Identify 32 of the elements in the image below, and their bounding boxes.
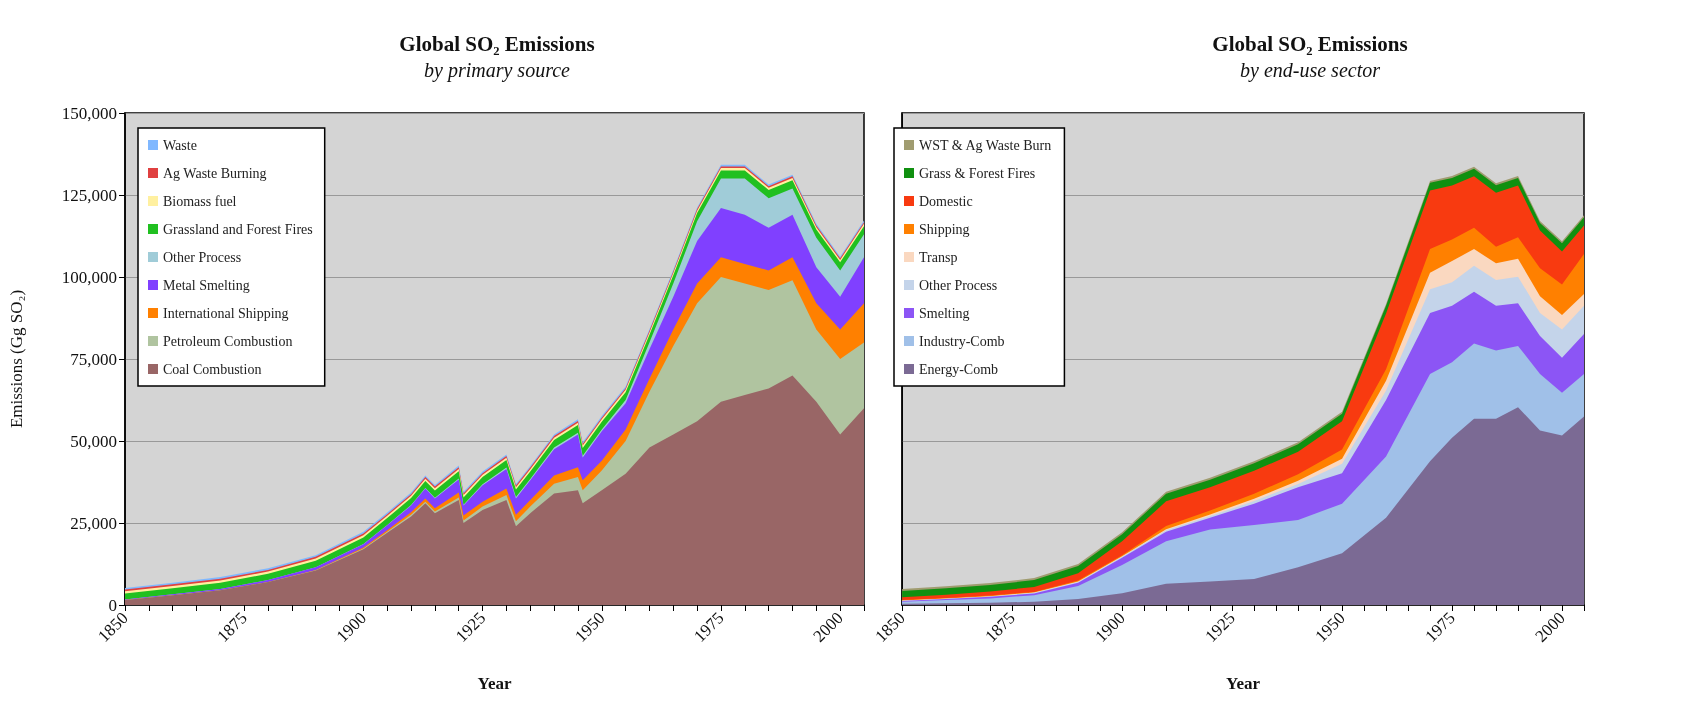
y-tick-label: 75,000	[70, 349, 117, 369]
y-tick-label: 100,000	[61, 267, 117, 287]
x-axis-title: Year	[1226, 674, 1261, 693]
legend-label: Transp	[919, 249, 958, 265]
chart-title: Global SO₂ Emissions	[399, 31, 595, 56]
y-tick-label: 50,000	[70, 431, 117, 451]
chart-subtitle: by end-use sector	[1240, 59, 1381, 82]
legend-label: Grassland and Forest Fires	[163, 221, 313, 237]
legend-label: WST & Ag Waste Burn	[919, 137, 1052, 153]
chart-subtitle: by primary source	[424, 59, 571, 82]
chart-title: Global SO₂ Emissions	[1212, 31, 1408, 56]
y-tick-label: 125,000	[61, 185, 117, 205]
y-tick-label: 0	[108, 595, 117, 615]
legend-label: Ag Waste Burning	[163, 165, 267, 181]
legend-label: Energy-Comb	[919, 361, 999, 377]
legend-label: Metal Smelting	[163, 277, 250, 293]
y-axis-title: Emissions (Gg SO₂)	[7, 289, 26, 429]
legend-label: Industry-Comb	[919, 333, 1005, 349]
legend-label: Waste	[163, 137, 197, 153]
legend-label: Biomass fuel	[163, 193, 237, 209]
legend-label: Smelting	[919, 305, 970, 321]
legend-label: Grass & Forest Fires	[919, 165, 1036, 181]
legend-label: Coal Combustion	[163, 361, 262, 377]
legend-label: International Shipping	[163, 305, 289, 321]
legend-label: Other Process	[163, 249, 242, 265]
legend-label: Domestic	[919, 193, 973, 209]
legend-label: Petroleum Combustion	[163, 333, 293, 349]
y-tick-label: 150,000	[61, 103, 117, 123]
legend-label: Other Process	[919, 277, 998, 293]
legend-label: Shipping	[919, 221, 970, 237]
y-tick-label: 25,000	[70, 513, 117, 533]
x-axis-title: Year	[477, 674, 512, 693]
